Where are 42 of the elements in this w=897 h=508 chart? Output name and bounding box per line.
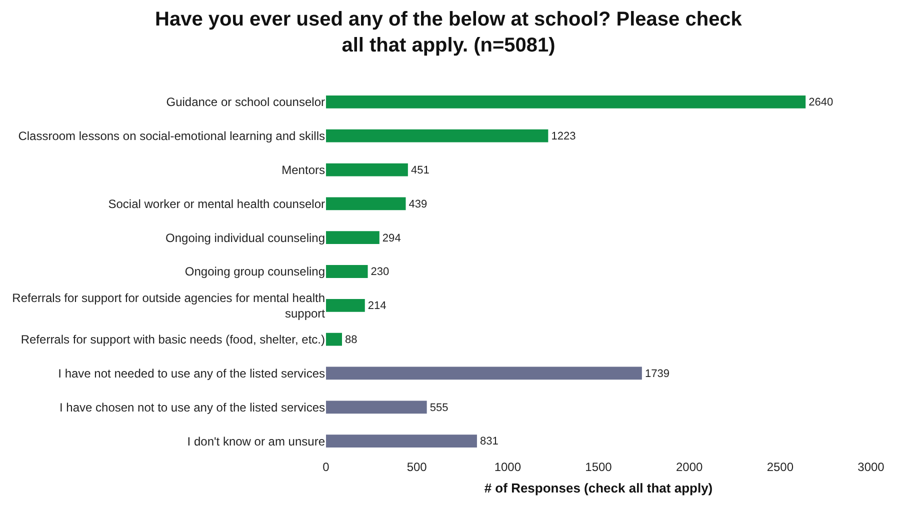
- data-label: 2640: [808, 96, 834, 109]
- chart-title: Have you ever used any of the below at school? Please check all that apply. (n=5081): [155, 8, 743, 56]
- bar: [326, 332, 342, 346]
- y-tick-label: Ongoing group counseling: [184, 264, 325, 279]
- bar: [326, 366, 642, 380]
- data-label: 294: [382, 232, 401, 244]
- data-label: 1739: [644, 368, 670, 380]
- y-tick-label: Mentors: [282, 162, 325, 177]
- bar: [326, 298, 365, 312]
- data-label: 230: [370, 266, 390, 278]
- data-label: 1223: [551, 130, 576, 143]
- bar: [326, 434, 477, 448]
- x-tick-label: 0: [322, 460, 330, 474]
- bar: [326, 265, 368, 278]
- bar: [326, 163, 408, 176]
- x-tick-label: 2500: [766, 460, 794, 474]
- x-tick-label: 1000: [494, 460, 522, 474]
- x-tick-label: 3000: [858, 460, 885, 474]
- y-tick-label: Social worker or mental health counselor: [108, 196, 325, 211]
- y-tick-label: Classroom lessons on social-emotional learning and skills: [18, 129, 325, 144]
- y-tick-label: I have chosen not to use any of the listed services: [60, 400, 325, 414]
- bar: [326, 129, 548, 142]
- y-tick-label: I don't know or am unsure: [187, 434, 326, 448]
- data-label: 831: [480, 436, 498, 448]
- y-tick-label: Referrals for support with basic needs (food, shelter, etc.): [20, 332, 325, 347]
- x-tick-label: 1500: [585, 460, 612, 474]
- bar: [326, 96, 806, 108]
- bar: [326, 231, 380, 244]
- y-tick-label: Referrals for support for outside agencies for mental health support: [12, 290, 326, 320]
- bar: [326, 197, 406, 210]
- data-label: 88: [344, 334, 358, 346]
- bar: [326, 400, 427, 414]
- y-tick-label: Ongoing individual counseling: [166, 230, 325, 245]
- x-tick-label: 2000: [676, 460, 703, 474]
- y-tick-label: I have not needed to use any of the listed services: [58, 366, 325, 380]
- y-tick-label: Guidance or school counselor: [166, 95, 325, 110]
- data-label: 439: [408, 198, 428, 210]
- data-label: 451: [410, 164, 430, 176]
- x-tick-label: 500: [406, 460, 428, 474]
- data-label: 214: [368, 300, 386, 312]
- x-axis-title: # of Responses (check all that apply): [484, 480, 713, 496]
- data-label: 555: [430, 402, 448, 414]
